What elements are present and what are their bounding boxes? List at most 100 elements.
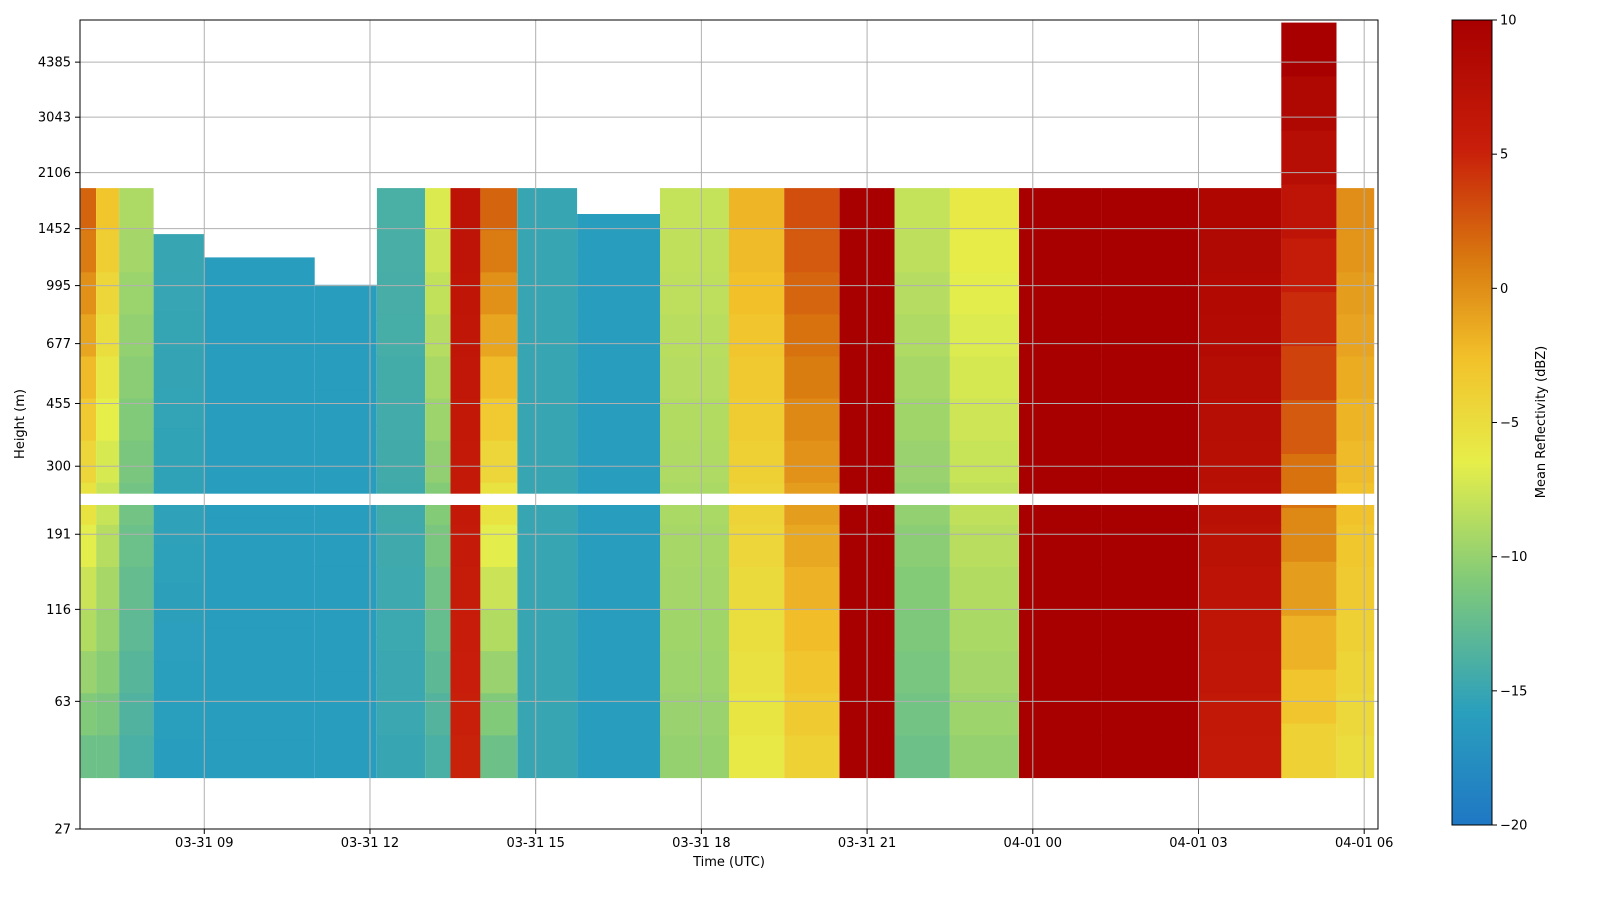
heatmap-cell: [450, 651, 481, 694]
heatmap-cell: [450, 609, 481, 652]
heatmap-cell: [425, 188, 451, 231]
x-tick-label: 03-31 15: [506, 836, 564, 851]
heatmap-cell: [153, 583, 205, 623]
heatmap-cell: [1101, 693, 1199, 736]
heatmap-cell: [153, 234, 205, 274]
x-tick-label: 04-01 06: [1335, 836, 1393, 851]
heatmap-cell: [1281, 507, 1337, 563]
heatmap-cell: [80, 398, 97, 442]
heatmap-cell: [784, 230, 840, 273]
heatmap-cell: [425, 567, 451, 610]
heatmap-cell: [949, 356, 1019, 400]
heatmap-cell: [577, 656, 660, 698]
heatmap-cell: [204, 517, 260, 556]
heatmap-cell: [314, 601, 377, 638]
heatmap-cell: [1101, 356, 1199, 400]
heatmap-cell: [1101, 188, 1199, 231]
heatmap-cell: [119, 735, 154, 779]
heatmap-cell: [480, 188, 518, 231]
heatmap-cell: [425, 230, 451, 273]
heatmap-cell: [1198, 314, 1282, 358]
heatmap-cell: [1101, 440, 1199, 484]
heatmap-cell: [1336, 524, 1375, 568]
heatmap-cell: [517, 567, 578, 610]
heatmap-cell: [259, 740, 315, 779]
heatmap-cell: [784, 272, 840, 315]
heatmap-cell: [153, 311, 205, 352]
y-tick-label: 63: [54, 695, 71, 710]
heatmap-cell: [949, 440, 1019, 484]
heatmap-cell: [376, 609, 426, 652]
heatmap-cell: [480, 314, 518, 358]
heatmap-cell: [259, 443, 315, 481]
heatmap-cell: [1281, 184, 1337, 239]
x-axis-ticks: 03-31 09 03-31 12 03-31 15 03-31 18 03-31 21…: [175, 829, 1393, 851]
heatmap-cell: [517, 735, 578, 779]
heatmap-cell: [729, 567, 785, 610]
heatmap-cell: [517, 693, 578, 736]
heatmap-cell: [153, 428, 205, 468]
heatmap-cell: [480, 440, 518, 484]
heatmap-cell: [517, 314, 578, 358]
heatmap-cell: [1281, 76, 1337, 131]
heatmap-cell: [204, 666, 260, 704]
heatmap-cell: [314, 707, 377, 743]
heatmap-layer: [80, 22, 1378, 779]
no-data-band: [80, 493, 1378, 505]
x-tick-label: 03-31 21: [838, 836, 896, 851]
heatmap-cell: [450, 440, 481, 484]
colorbar-tick-label: −20: [1500, 819, 1527, 834]
heatmap-cell: [1198, 524, 1282, 568]
heatmap-cell: [259, 406, 315, 444]
heatmap-cell: [425, 651, 451, 694]
heatmap-cell: [314, 284, 377, 321]
heatmap-cell: [1281, 561, 1337, 617]
heatmap-cell: [450, 693, 481, 736]
heatmap-cell: [450, 230, 481, 273]
heatmap-cell: [96, 314, 120, 358]
heatmap-cell: [376, 314, 426, 358]
heatmap-cell: [119, 188, 154, 231]
heatmap-cell: [894, 230, 950, 273]
heatmap-cell: [376, 440, 426, 484]
colorbar-tick-label: −10: [1500, 550, 1527, 565]
heatmap-cell: [784, 567, 840, 610]
heatmap-cell: [1101, 567, 1199, 610]
heatmap-cell: [1019, 188, 1102, 231]
heatmap-cell: [784, 314, 840, 358]
heatmap-cell: [517, 440, 578, 484]
heatmap-cell: [376, 735, 426, 779]
heatmap-cell: [153, 273, 205, 313]
heatmap-cell: [1019, 272, 1102, 315]
heatmap-cell: [425, 398, 451, 442]
heatmap-cell: [894, 524, 950, 568]
heatmap-cell: [949, 398, 1019, 442]
heatmap-cell: [729, 735, 785, 779]
heatmap-cell: [1336, 356, 1375, 400]
heatmap-cell: [425, 440, 451, 484]
heatmap-cell: [204, 703, 260, 741]
heatmap-cell: [480, 398, 518, 442]
heatmap-cell: [1336, 651, 1375, 694]
heatmap-cell: [204, 331, 260, 370]
heatmap-cell: [660, 314, 729, 358]
heatmap-cell: [660, 651, 729, 694]
heatmap-cell: [450, 524, 481, 568]
heatmap-cell: [153, 350, 205, 390]
heatmap-cell: [784, 693, 840, 736]
heatmap-cell: [660, 609, 729, 652]
heatmap-cell: [1198, 398, 1282, 442]
y-tick-label: 116: [46, 603, 71, 618]
heatmap-cell: [96, 693, 120, 736]
heatmap-cell: [96, 524, 120, 568]
y-tick-label: 300: [46, 460, 71, 475]
heatmap-cell: [729, 651, 785, 694]
colorbar-tick-label: 0: [1500, 282, 1508, 297]
heatmap-cell: [96, 735, 120, 779]
heatmap-cell: [96, 356, 120, 400]
heatmap-cell: [204, 406, 260, 444]
heatmap-cell: [949, 524, 1019, 568]
heatmap-cell: [1336, 440, 1375, 484]
heatmap-cell: [425, 356, 451, 400]
heatmap-cell: [517, 398, 578, 442]
